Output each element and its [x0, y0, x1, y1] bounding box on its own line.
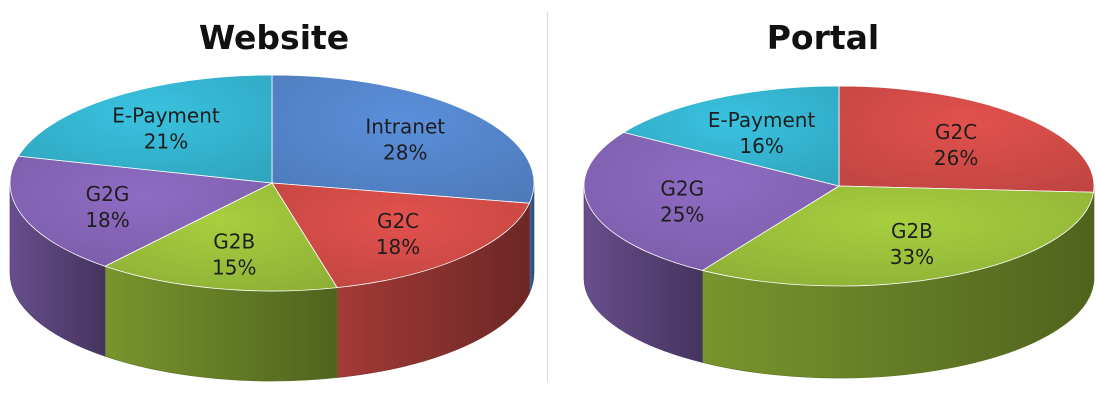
slice-percent: 26% [934, 146, 978, 170]
pie-slice-e-payment [17, 74, 273, 184]
slice-label: G2B [891, 219, 933, 243]
website-pie-chart: Intranet28%G2C18%G2B15%G2G18%E-Payment21… [9, 74, 535, 382]
slice-percent: 15% [212, 256, 256, 280]
pie-slice-g2g [9, 155, 274, 267]
pie-top-slices [9, 74, 535, 292]
slice-percent: 25% [660, 203, 704, 227]
slice-label: E-Payment [112, 104, 220, 128]
slice-label: G2B [213, 230, 255, 254]
pie-slice-g2b [103, 182, 338, 292]
pie-slice-g2c [271, 182, 530, 289]
slice-percent: 28% [383, 141, 427, 165]
slice-percent: 18% [376, 235, 420, 259]
chart-title: Website [198, 18, 350, 57]
slice-label: G2C [377, 209, 419, 233]
slice-percent: 16% [739, 134, 783, 158]
slice-label: Intranet [365, 115, 445, 139]
slice-percent: 21% [144, 130, 188, 154]
chart-divider [547, 12, 548, 382]
pie-slice-e-payment [622, 85, 840, 187]
slice-label: G2C [935, 120, 977, 144]
pie-top-slices [583, 85, 1095, 287]
pie-slice-g2c [838, 85, 1095, 193]
pie-slice-g2g [583, 131, 841, 271]
portal-chart-panel: Portal G2C 26% G2B 33% G2G 25% E-Payment 16% [549, 0, 1097, 395]
slice-percent: 18% [85, 208, 129, 232]
pie-side-walls [9, 182, 535, 382]
slice-label: E-Payment [708, 108, 816, 132]
pie-slice-g2b [701, 185, 1094, 287]
website-chart-panel: Website Intranet 28% G2C 18% G2B 15% G2G 18% E-P… [0, 0, 548, 395]
slice-label: G2G [660, 177, 704, 201]
chart-title: Portal [766, 18, 880, 57]
pie-slice-intranet [271, 74, 535, 204]
slice-label: G2G [86, 182, 130, 206]
slice-percent: 33% [890, 245, 934, 269]
